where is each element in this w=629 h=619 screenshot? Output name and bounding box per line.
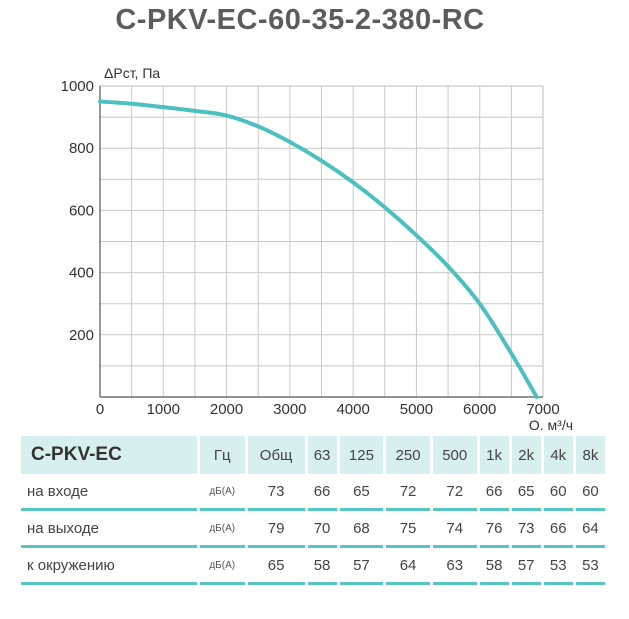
hz-header: Гц: [199, 436, 245, 474]
table-cell: 53: [575, 548, 605, 585]
table-cell: 65: [247, 548, 305, 585]
x-tick-label: 0: [96, 401, 104, 418]
pressure-curve: [98, 99, 539, 399]
freq-header: 500: [432, 436, 477, 474]
x-tick-label: 6000: [463, 401, 496, 418]
x-tick-label: 7000: [526, 401, 559, 418]
freq-header: 4k: [543, 436, 573, 474]
unit-label: дБ(А): [199, 548, 245, 585]
table-cell: 70: [307, 511, 337, 548]
table-cell: 63: [432, 548, 477, 585]
table-row: на входе дБ(А) 73 66 65 72 72 66 65 60 6…: [21, 474, 605, 511]
y-tick-label: 400: [69, 265, 94, 282]
freq-header: 2k: [511, 436, 541, 474]
table-cell: 72: [386, 474, 430, 511]
y-tick-label: 800: [69, 140, 94, 157]
table-cell: 66: [543, 511, 573, 548]
freq-header: 63: [307, 436, 337, 474]
freq-header: 125: [339, 436, 384, 474]
x-axis-label: Q, м³/ч: [529, 417, 573, 430]
freq-header: Общ: [247, 436, 305, 474]
table-cell: 73: [511, 511, 541, 548]
table-row: на выходе дБ(А) 79 70 68 75 74 76 73 66 …: [21, 511, 605, 548]
table-cell: 58: [479, 548, 509, 585]
x-tick-label: 3000: [273, 401, 306, 418]
table-cell: 66: [479, 474, 509, 511]
row-label: на входе: [21, 474, 197, 511]
table-cell: 75: [386, 511, 430, 548]
table-cell: 72: [432, 474, 477, 511]
table-cell: 64: [386, 548, 430, 585]
noise-table: C-PKV-EC Гц Общ 63 125 250 500 1k 2k 4k …: [18, 436, 608, 585]
x-tick-label: 4000: [336, 401, 369, 418]
table-cell: 76: [479, 511, 509, 548]
table-cell: 66: [307, 474, 337, 511]
y-tick-label: 1000: [61, 78, 94, 95]
table-cell: 57: [511, 548, 541, 585]
unit-label: дБ(А): [199, 474, 245, 511]
table-cell: 65: [511, 474, 541, 511]
table-cell: 74: [432, 511, 477, 548]
x-tick-label: 2000: [210, 401, 243, 418]
table-cell: 79: [247, 511, 305, 548]
table-cell: 53: [543, 548, 573, 585]
table-cell: 57: [339, 548, 384, 585]
row-label: на выходе: [21, 511, 197, 548]
freq-header: 250: [386, 436, 430, 474]
y-axis-label: ΔPст, Па: [104, 65, 160, 81]
table-cell: 73: [247, 474, 305, 511]
y-tick-label: 600: [69, 202, 94, 219]
table-cell: 60: [575, 474, 605, 511]
x-tick-label: 5000: [400, 401, 433, 418]
model-name: C-PKV-EC: [21, 436, 197, 474]
table-cell: 58: [307, 548, 337, 585]
table-cell: 65: [339, 474, 384, 511]
y-tick-label: 200: [69, 327, 94, 344]
table-cell: 60: [543, 474, 573, 511]
table-row: к окружению дБ(А) 65 58 57 64 63 58 57 5…: [21, 548, 605, 585]
unit-label: дБ(А): [199, 511, 245, 548]
x-tick-label: 1000: [147, 401, 180, 418]
chart-title: C-PKV-EC-60-35-2-380-RC: [115, 4, 485, 36]
noise-table-header: C-PKV-EC Гц Общ 63 125 250 500 1k 2k 4k …: [21, 436, 605, 474]
table-cell: 64: [575, 511, 605, 548]
freq-header: 8k: [575, 436, 605, 474]
table-cell: 68: [339, 511, 384, 548]
freq-header: 1k: [479, 436, 509, 474]
performance-chart: 0 1000 2000 3000 4000 5000 6000 7000 200 400 600 80…: [61, 65, 573, 430]
row-label: к окружению: [21, 548, 197, 585]
